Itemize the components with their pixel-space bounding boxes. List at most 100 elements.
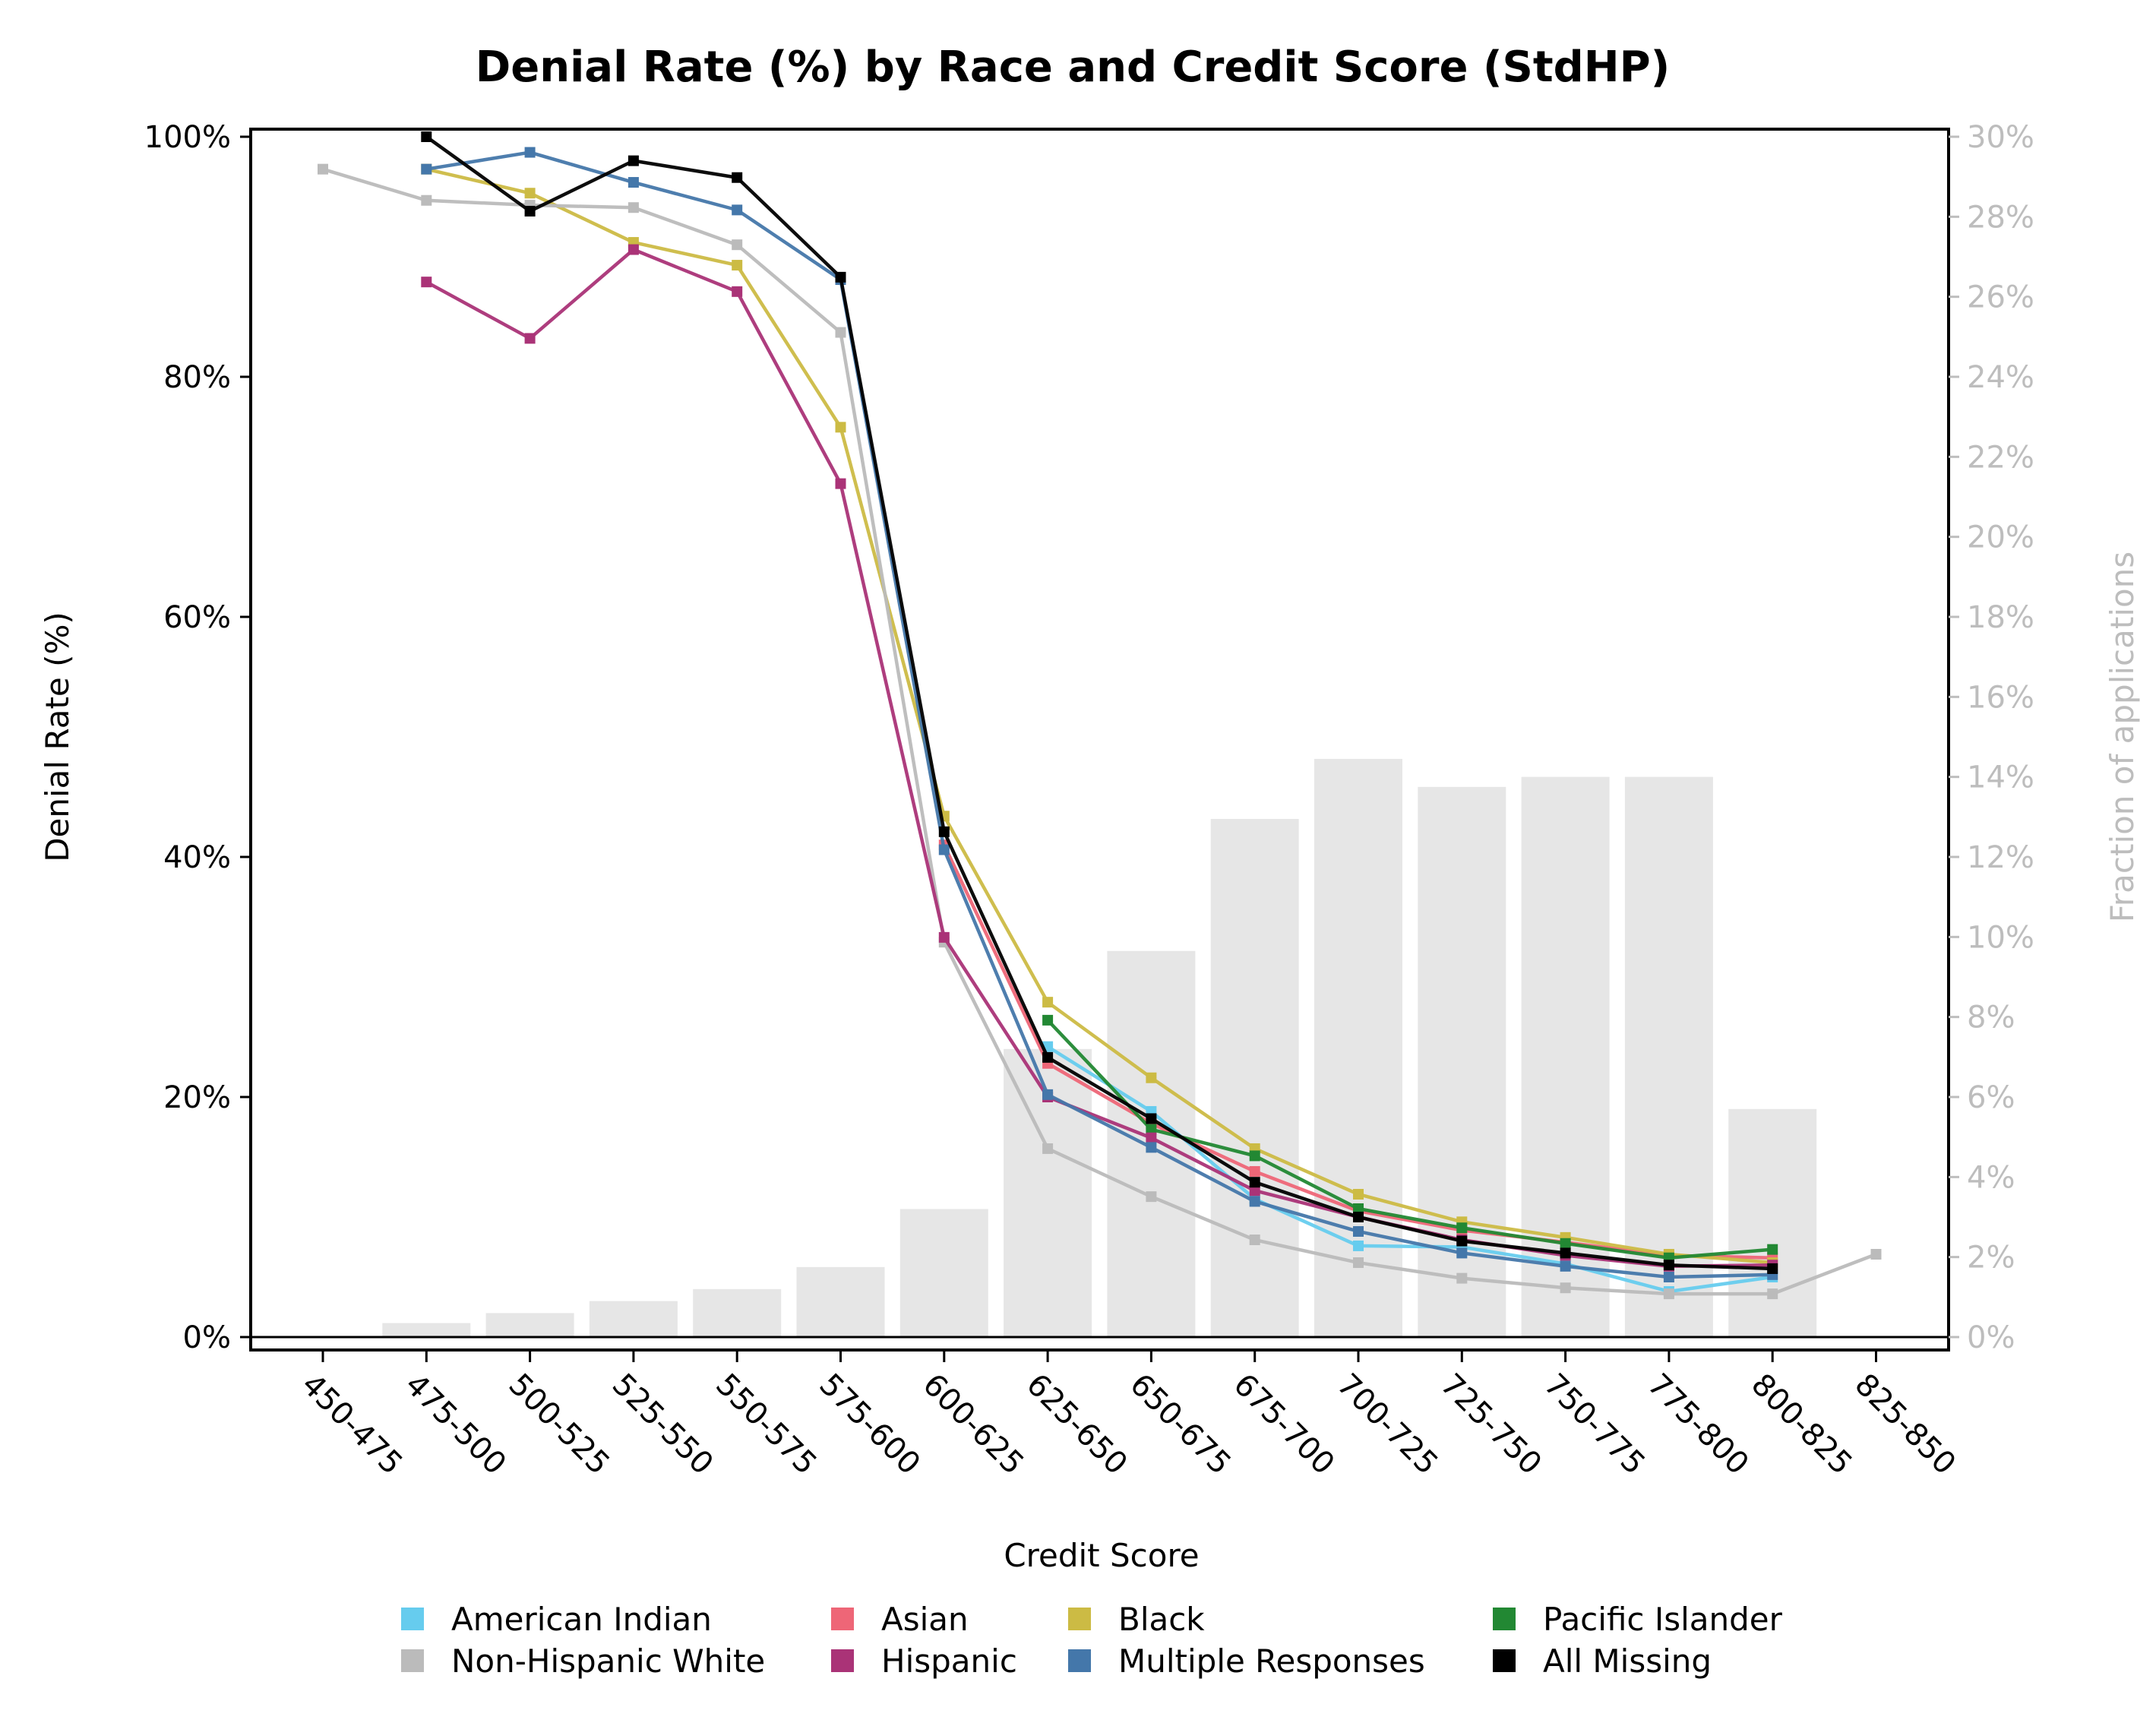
y2-tick-label: 14% [1967, 760, 2034, 795]
application-fraction-bar-525-550 [589, 1301, 678, 1337]
data-point [628, 177, 639, 188]
data-point [1456, 1235, 1468, 1247]
data-point [1146, 1132, 1157, 1143]
y2-tick-label: 8% [1967, 1001, 2015, 1035]
data-point [1353, 1225, 1364, 1237]
y-tick-label: 100% [144, 120, 231, 155]
application-fraction-bar-675-700 [1210, 818, 1299, 1337]
data-point [835, 422, 846, 433]
data-point [524, 147, 536, 158]
data-point [318, 163, 328, 175]
y2-tick-label: 10% [1967, 920, 2034, 955]
series-line [1046, 1019, 1773, 1260]
x-tick-label: 550-575 [709, 1367, 824, 1482]
y2-tick-label: 30% [1967, 120, 2034, 155]
x-tick-label: 750-775 [1538, 1367, 1652, 1482]
y2-tick-label: 16% [1967, 680, 2034, 715]
data-point [835, 327, 846, 338]
legend-label: Black [1118, 1601, 1205, 1638]
legend-swatch [1493, 1649, 1516, 1672]
x-tick-label: 600-625 [916, 1367, 1031, 1482]
series-line [425, 135, 1773, 1271]
x-tick-label: 475-500 [398, 1367, 513, 1482]
x-tick-label: 800-825 [1744, 1367, 1859, 1482]
data-point [1767, 1244, 1778, 1255]
data-point [1042, 997, 1054, 1008]
x-tick-label: 500-525 [502, 1367, 617, 1482]
x-tick-label: 450-475 [295, 1367, 409, 1482]
x-axis-label: Credit Score [1004, 1537, 1199, 1574]
legend-swatch [1493, 1608, 1516, 1630]
application-fraction-bar-575-600 [796, 1266, 885, 1337]
y2-axis-label: Fraction of applications [2104, 552, 2141, 922]
data-point [1560, 1260, 1571, 1272]
data-point [1560, 1247, 1571, 1259]
data-point [1042, 1089, 1054, 1100]
data-point [1042, 1051, 1054, 1063]
data-point [1042, 1143, 1054, 1154]
y-tick-label: 20% [163, 1080, 231, 1115]
y2-tick-label: 0% [1967, 1320, 2015, 1355]
chart-title: Denial Rate (%) by Race and Credit Score… [476, 43, 1670, 92]
data-point [524, 333, 536, 344]
data-point [1249, 1150, 1260, 1162]
data-point [628, 155, 639, 166]
data-point [1249, 1196, 1260, 1207]
data-point [1456, 1222, 1468, 1234]
plot-frame [249, 128, 1950, 1352]
data-point [1870, 1248, 1882, 1260]
data-point [732, 204, 743, 216]
y2-tick-label: 12% [1967, 840, 2034, 875]
y2-tick-label: 2% [1967, 1241, 2015, 1276]
data-point [835, 271, 846, 283]
x-tick-label: 650-675 [1123, 1367, 1238, 1482]
legend-swatch [401, 1649, 424, 1672]
application-fraction-bar-550-575 [693, 1288, 782, 1337]
series-line [425, 167, 1773, 1265]
legend-label: All Missing [1543, 1642, 1712, 1680]
legend-swatch [1068, 1608, 1091, 1630]
data-point [1456, 1272, 1468, 1284]
data-point [1146, 1072, 1157, 1083]
data-point [1663, 1288, 1674, 1300]
y2-tick-label: 20% [1967, 520, 2034, 555]
data-point [938, 931, 950, 943]
y2-tick-label: 28% [1967, 200, 2034, 235]
data-point [1353, 1212, 1364, 1222]
data-point [1249, 1185, 1260, 1197]
y2-tick-label: 18% [1967, 600, 2034, 635]
data-point [732, 286, 743, 297]
application-fraction-bars [382, 758, 1817, 1337]
application-fraction-bar-475-500 [382, 1323, 471, 1337]
legend-label: Hispanic [881, 1642, 1017, 1680]
data-point [524, 188, 536, 199]
y2-tick-label: 6% [1967, 1080, 2015, 1115]
legend: American Indian Non-Hispanic White Asian Hi… [401, 1601, 1783, 1680]
data-point [421, 163, 432, 175]
x-tick-label: 525-550 [605, 1367, 720, 1482]
data-point [1353, 1240, 1364, 1251]
series-line [1046, 1045, 1773, 1294]
legend-label: Pacific Islander [1543, 1601, 1783, 1638]
y2-tick-label: 24% [1967, 360, 2034, 395]
series-multiple-responses [421, 147, 1778, 1282]
data-point [732, 260, 743, 271]
y2-tick-label: 22% [1967, 440, 2034, 475]
data-point [1146, 1191, 1157, 1203]
data-point [938, 844, 950, 855]
x-tick-label: 675-700 [1227, 1367, 1342, 1482]
series-pacific-islander [1042, 1014, 1778, 1263]
legend-label: Multiple Responses [1118, 1642, 1425, 1680]
data-point [1249, 1235, 1260, 1246]
y-tick-label: 0% [183, 1320, 231, 1355]
y-tick-label: 40% [163, 840, 231, 875]
legend-swatch [831, 1608, 854, 1630]
x-tick-label: 700-725 [1330, 1367, 1445, 1482]
application-fraction-bar-800-825 [1728, 1108, 1817, 1337]
application-fraction-bar-775-800 [1624, 776, 1713, 1337]
legend-swatch [831, 1649, 854, 1672]
data-point [1042, 1014, 1054, 1026]
x-tick-label: 625-650 [1020, 1367, 1134, 1482]
application-fraction-bar-500-525 [485, 1313, 574, 1337]
